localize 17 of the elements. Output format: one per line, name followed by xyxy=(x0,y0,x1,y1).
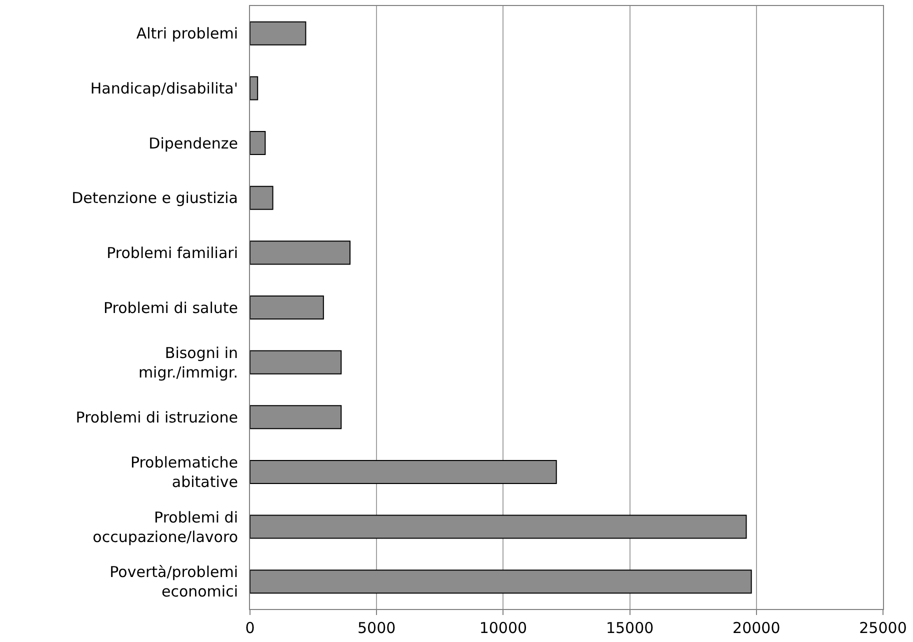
y-tick-label: Detenzione e giustizia xyxy=(72,189,238,208)
x-tick-label: 5000 xyxy=(358,619,396,637)
y-tick-label: Handicap/disabilita' xyxy=(90,79,238,98)
y-tick-label: Problemi di salute xyxy=(103,298,238,317)
x-tick-label: 15000 xyxy=(606,619,654,637)
y-tick-label: Problematiche abitative xyxy=(130,453,238,491)
y-tick-label: Problemi di occupazione/lavoro xyxy=(92,508,238,546)
y-tick-label: Problemi di istruzione xyxy=(76,408,238,426)
x-tick-label: 0 xyxy=(245,619,255,637)
y-tick-label: Bisogni in migr./immigr. xyxy=(138,344,238,382)
y-tick-label: Dipendenze xyxy=(148,134,238,152)
x-tick-label: 10000 xyxy=(479,619,528,637)
y-tick-label: Problemi familiari xyxy=(106,244,238,262)
x-tick-label: 20000 xyxy=(732,619,780,637)
y-tick-label: Povertà/problemi economici xyxy=(110,563,238,601)
y-tick-label: Altri problemi xyxy=(136,24,238,43)
x-tick-label: 25000 xyxy=(859,619,907,637)
